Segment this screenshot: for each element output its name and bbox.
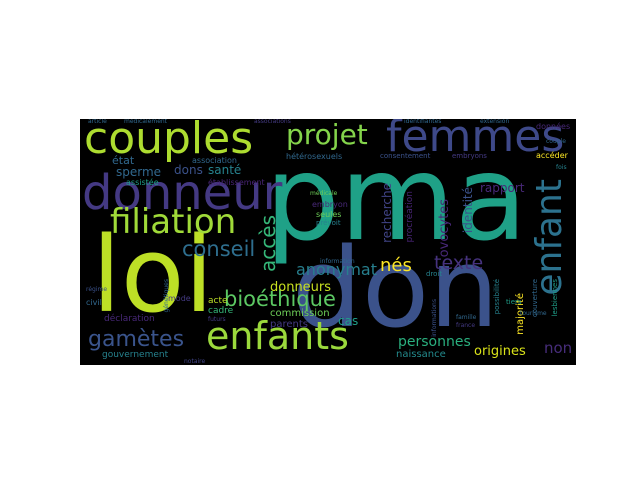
word-procreation: procréation (405, 191, 415, 243)
word-article: article (88, 119, 107, 125)
word-civil: civil (86, 298, 102, 307)
word-heterosexuels: hétérosexuels (286, 152, 343, 161)
word-donnees: données (536, 122, 571, 131)
word-rapport: rapport (480, 181, 525, 195)
word-seules: seules (316, 210, 342, 219)
word-etat: état (112, 154, 135, 167)
word-acceder: accéder (536, 151, 568, 160)
word-nes: nés (380, 255, 412, 276)
word-association: association (192, 156, 237, 165)
word-couple: couple (546, 138, 566, 145)
word-notaire: notaire (184, 358, 206, 365)
word-dons: dons (174, 163, 203, 177)
word-femmes: femmes (386, 119, 565, 162)
word-anonymat: anonymat (296, 260, 378, 279)
word-texte: texte (434, 252, 484, 274)
word-embryon: embryon (312, 200, 348, 209)
word-loi: loi (92, 214, 214, 336)
word-fois: fois (556, 164, 567, 171)
word-parents: parents (270, 319, 308, 330)
word-medicale: médicale (310, 190, 338, 197)
word-informations: informations (431, 299, 438, 337)
word-associations: associations (254, 119, 291, 125)
word-gametes: gamètes (88, 327, 185, 352)
word-projet: projet (286, 119, 368, 151)
word-cas: cas (338, 314, 359, 328)
word-france: france (456, 322, 476, 329)
word-couples: couples (84, 119, 254, 164)
word-genetiques: génétiques (163, 279, 170, 313)
word-lesbiennes: lesbiennes (551, 279, 559, 317)
word-etablissement: établissement (208, 178, 265, 187)
word-tourisme: tourisme (520, 310, 547, 317)
word-cloud: pma don loi couples femmes donneur filia… (80, 119, 576, 365)
word-tiers: tiers (506, 298, 522, 306)
word-assistee: assistée (126, 178, 159, 187)
word-donneur: donneur (82, 165, 283, 221)
word-enfants: enfants (206, 314, 349, 358)
word-sante: santé (208, 163, 242, 177)
word-origines: origines (474, 344, 526, 359)
word-cadre: cadre (208, 306, 234, 316)
word-declaration: déclaration (104, 314, 155, 324)
word-commission: commission (270, 308, 330, 319)
word-famille: famille (456, 314, 477, 321)
word-sperme: sperme (116, 165, 162, 179)
word-gouvernement: gouvernement (102, 350, 169, 360)
word-ovocytes: ovocytes (437, 199, 452, 258)
word-medicalement: médicalement (124, 119, 168, 125)
word-acces: accès (256, 215, 280, 272)
word-embryons: embryons (452, 152, 487, 160)
word-consentement: consentement (380, 152, 431, 160)
word-personnes: personnes (398, 334, 471, 350)
word-droit: droit (426, 270, 443, 278)
word-pma: pma (265, 129, 528, 267)
word-naissance: naissance (396, 349, 446, 360)
word-identite: identité (461, 187, 475, 234)
word-possibilite: possibilité (493, 279, 501, 315)
word-bioethique: bioéthique (224, 287, 336, 311)
word-recherche: recherche (380, 183, 394, 243)
word-non: non (544, 339, 573, 357)
word-don: don (292, 224, 499, 352)
word-regime: régime (86, 286, 108, 293)
word-extension: extension (480, 119, 510, 125)
word-information: information (320, 258, 355, 265)
word-identifiantes: identifiantes (404, 119, 442, 125)
word-conseil: conseil (182, 237, 256, 261)
word-acte: acte (208, 296, 228, 306)
word-donneurs: donneurs (270, 280, 332, 295)
word-prevoit: prévoit (316, 219, 341, 227)
word-filiation: filiation (110, 202, 237, 242)
word-mode: mode (168, 294, 191, 303)
word-futurs: futurs (208, 316, 226, 323)
